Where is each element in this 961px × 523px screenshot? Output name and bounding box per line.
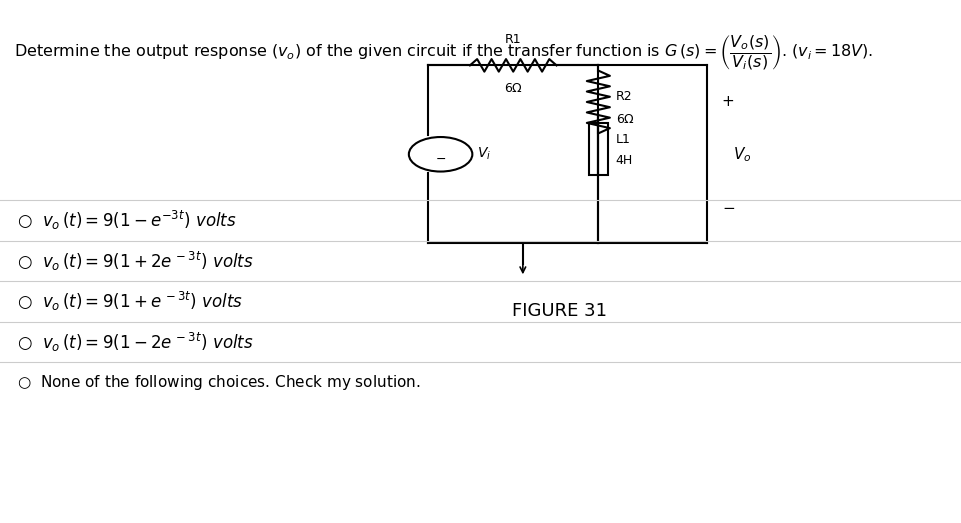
Text: $\bigcirc$  $v_o\,(t) = 9\left(1 - 2e^{\,-3t}\right)$ volts: $\bigcirc$ $v_o\,(t) = 9\left(1 - 2e^{\,… [17, 331, 254, 354]
Text: $V_i$: $V_i$ [477, 146, 491, 163]
Text: FIGURE 31: FIGURE 31 [512, 302, 606, 320]
Text: $-$: $-$ [721, 199, 734, 214]
Text: L1: L1 [615, 133, 629, 146]
Text: 6$\Omega$: 6$\Omega$ [504, 82, 522, 95]
Bar [588, 123, 607, 175]
Text: $\bigcirc$  $v_o\,(t) = 9\left(1 + 2e^{\,-3t}\right)$ volts: $\bigcirc$ $v_o\,(t) = 9\left(1 + 2e^{\,… [17, 249, 254, 272]
Text: $V_o$: $V_o$ [732, 145, 751, 164]
Text: $-$: $-$ [434, 152, 446, 165]
Text: +: + [721, 95, 734, 109]
Text: $\bigcirc$  $v_o\,(t) = 9\left(1 - e^{-3t}\right)$ volts: $\bigcirc$ $v_o\,(t) = 9\left(1 - e^{-3t… [17, 209, 236, 232]
Text: $\bigcirc$  $v_o\,(t) = 9\left(1 + e^{\,-3t}\right)$ volts: $\bigcirc$ $v_o\,(t) = 9\left(1 + e^{\,-… [17, 290, 243, 313]
Text: R2: R2 [615, 90, 631, 103]
Text: R1: R1 [505, 32, 521, 46]
Text: Determine the output response ($v_o$) of the given circuit if the transfer funct: Determine the output response ($v_o$) of… [14, 34, 873, 72]
Text: 6$\Omega$: 6$\Omega$ [615, 113, 634, 126]
Text: 4H: 4H [615, 154, 632, 167]
Text: $\bigcirc$  None of the following choices. Check my solution.: $\bigcirc$ None of the following choices… [17, 373, 421, 392]
